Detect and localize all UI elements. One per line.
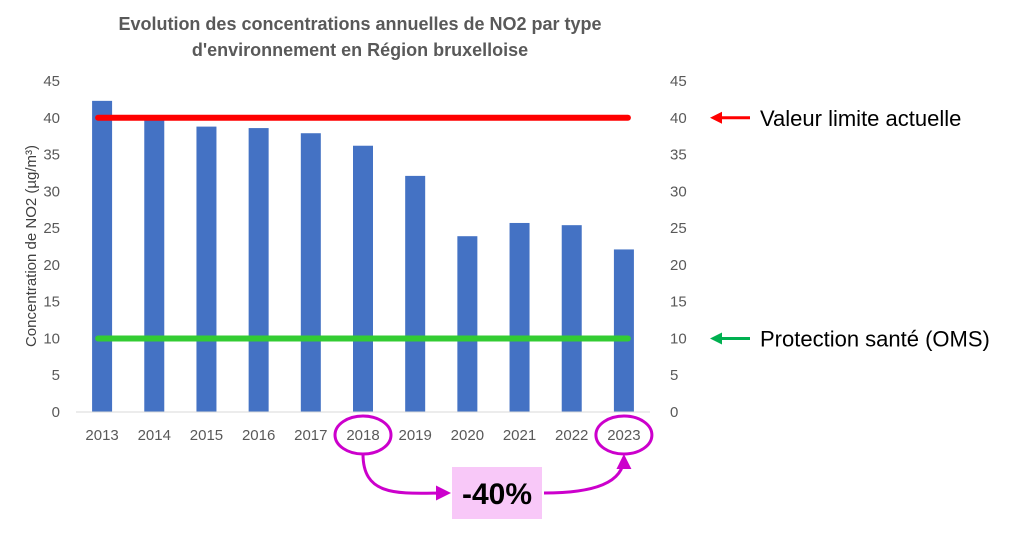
right-y-tick-0: 0 bbox=[670, 404, 678, 421]
left-y-tick-5: 25 bbox=[43, 220, 60, 237]
left-y-axis-ticks: 0 5 10 15 20 25 30 35 40 45 bbox=[43, 73, 60, 421]
right-y-tick-2: 10 bbox=[670, 330, 687, 347]
x-tick-2016: 2016 bbox=[242, 427, 275, 444]
bar-2018 bbox=[353, 145, 373, 412]
right-y-tick-9: 45 bbox=[670, 73, 687, 90]
y-axis-label: Concentration de NO2 (µg/m³) bbox=[23, 145, 40, 347]
right-y-tick-8: 40 bbox=[670, 110, 687, 127]
arrow-to-percent-box bbox=[361, 453, 451, 501]
reference-lines: Valeur limite actuelle Protection santé (… bbox=[95, 106, 990, 351]
right-y-tick-6: 30 bbox=[670, 183, 687, 200]
highlight-circle-2023 bbox=[594, 414, 654, 456]
bar-2019 bbox=[405, 175, 426, 412]
arrow-from-percent-box bbox=[543, 454, 632, 495]
left-y-tick-3: 15 bbox=[43, 294, 60, 311]
left-y-tick-4: 20 bbox=[43, 257, 60, 274]
x-tick-2022: 2022 bbox=[555, 427, 588, 444]
right-y-axis-ticks: 0 5 10 15 20 25 30 35 40 45 bbox=[670, 73, 687, 421]
x-tick-2014: 2014 bbox=[138, 427, 171, 444]
bar-2023 bbox=[613, 249, 634, 412]
left-y-tick-7: 35 bbox=[43, 147, 60, 164]
chart-title-line1: Evolution des concentrations annuelles d… bbox=[118, 14, 601, 34]
x-axis-ticks: 2013 2014 2015 2016 2017 2018 2019 2020 2021 2022… bbox=[85, 427, 640, 444]
bar-2015 bbox=[196, 126, 217, 413]
bar-2017 bbox=[300, 133, 321, 413]
chart-title-line2: d'environnement en Région bruxelloise bbox=[192, 40, 528, 60]
x-tick-2018: 2018 bbox=[346, 427, 379, 444]
reference-label-1: Protection santé (OMS) bbox=[760, 326, 990, 351]
left-y-tick-8: 40 bbox=[43, 110, 60, 127]
left-y-tick-9: 45 bbox=[43, 73, 60, 90]
x-tick-2015: 2015 bbox=[190, 427, 223, 444]
x-tick-2019: 2019 bbox=[398, 427, 431, 444]
left-y-tick-1: 5 bbox=[52, 367, 60, 384]
bar-series bbox=[92, 100, 634, 413]
left-y-tick-2: 10 bbox=[43, 330, 60, 347]
percent-change-label: -40% bbox=[462, 478, 532, 511]
reference-label-0: Valeur limite actuelle bbox=[760, 106, 961, 131]
bar-2013 bbox=[92, 100, 113, 413]
bar-2021 bbox=[509, 222, 530, 412]
right-y-tick-4: 20 bbox=[670, 257, 687, 274]
bar-2014 bbox=[144, 119, 165, 413]
percent-change-box bbox=[452, 467, 542, 519]
x-tick-2017: 2017 bbox=[294, 427, 327, 444]
x-tick-2021: 2021 bbox=[503, 427, 536, 444]
bar-2020 bbox=[457, 236, 478, 412]
percent-change-annotation: -40% bbox=[333, 414, 654, 519]
reference-arrow-head-1 bbox=[710, 332, 722, 345]
x-tick-2023: 2023 bbox=[607, 427, 640, 444]
left-y-tick-6: 30 bbox=[43, 183, 60, 200]
left-y-tick-0: 0 bbox=[52, 404, 60, 421]
x-tick-2013: 2013 bbox=[85, 427, 118, 444]
right-y-tick-5: 25 bbox=[670, 220, 687, 237]
reference-arrow-head-0 bbox=[710, 111, 722, 124]
right-y-tick-3: 15 bbox=[670, 294, 687, 311]
right-y-tick-1: 5 bbox=[670, 367, 678, 384]
right-y-tick-7: 35 bbox=[670, 147, 687, 164]
bar-2016 bbox=[248, 128, 269, 412]
bar-2022 bbox=[561, 225, 582, 412]
x-tick-2020: 2020 bbox=[451, 427, 484, 444]
